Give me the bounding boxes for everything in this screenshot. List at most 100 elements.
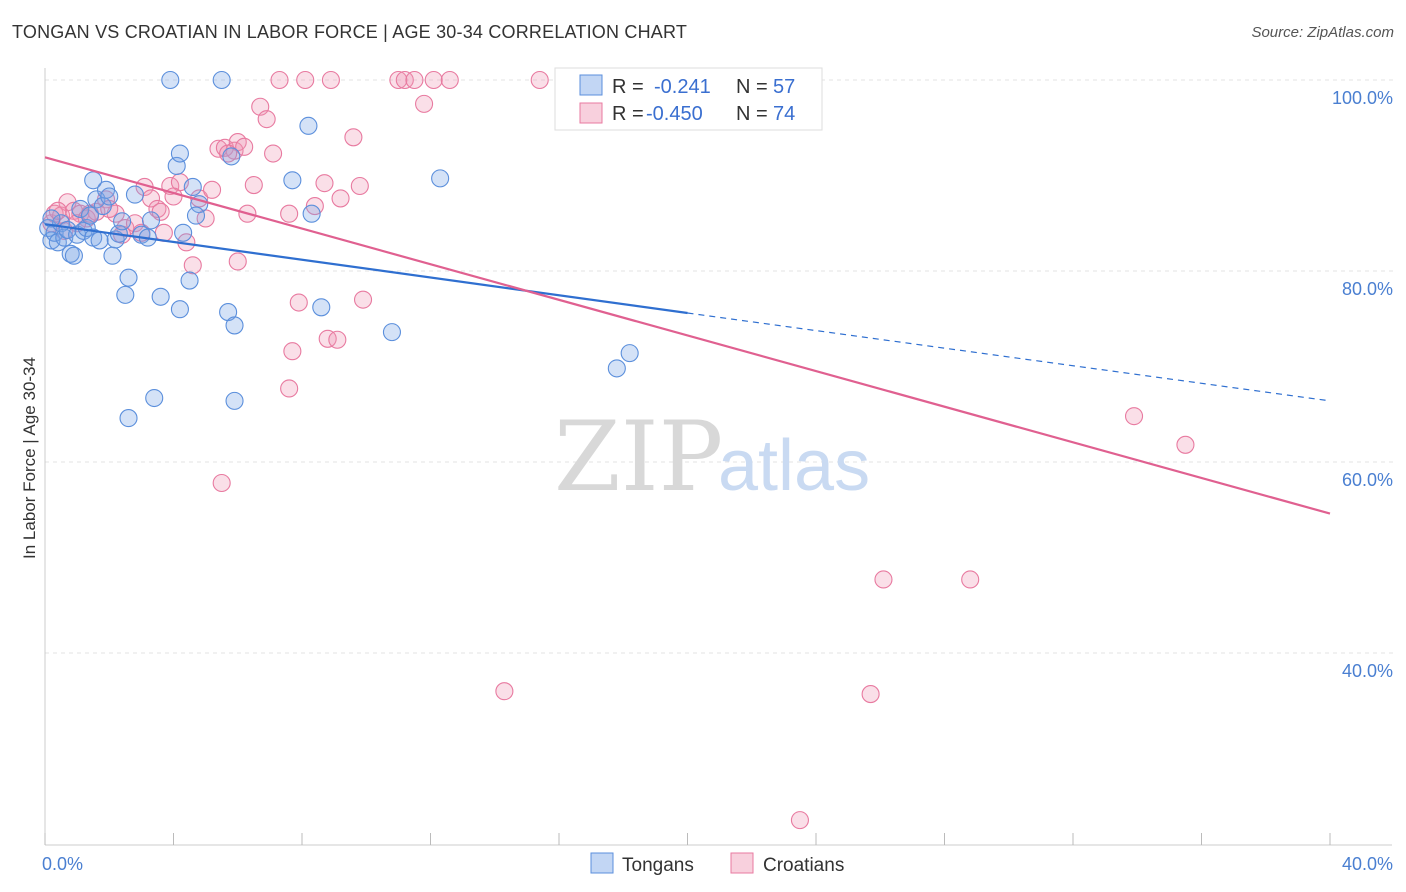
tongans-regression-line	[44, 223, 688, 315]
legend-swatch-croatians	[579, 102, 603, 124]
croatians-point-53	[328, 330, 347, 349]
croatians-point-61	[1124, 407, 1144, 426]
tongans-point-34	[170, 144, 189, 163]
legend-swatch-tongans	[579, 74, 603, 96]
croatians-point-39	[321, 70, 340, 90]
correlation-legend: R = -0.241 N = 57 R = -0.450 N = 74	[554, 67, 823, 131]
tongans-point-25	[116, 285, 135, 304]
tongans-point-39	[222, 147, 241, 166]
legend-n-value-tongans: 57	[773, 76, 795, 98]
regression-lines	[44, 156, 1331, 515]
legend-r-value-tongans: -0.241	[654, 76, 711, 98]
tongans-point-8	[64, 246, 83, 265]
bottom-legend-croatians: Croatians	[763, 855, 844, 876]
legend-r-value-croatians: -0.450	[646, 103, 703, 125]
croatians-point-62	[1176, 435, 1195, 454]
tongans-point-7	[61, 244, 80, 263]
tongans-point-23	[113, 212, 132, 231]
y-tick-label-100: 100.0%	[1332, 88, 1393, 108]
bottom-legend-swatch-croatians	[730, 852, 754, 874]
tongans-point-45	[302, 204, 321, 223]
croatians-point-58	[874, 570, 893, 589]
tongans-point-24	[119, 268, 138, 287]
croatians-point-55	[228, 252, 247, 271]
croatians-point-50	[530, 70, 549, 90]
croatians-point-46	[405, 70, 424, 90]
croatians-point-47	[415, 94, 434, 113]
croatians-point-57	[495, 682, 514, 701]
croatians-point-34	[280, 204, 299, 223]
legend-n-label-croatians: N =	[736, 103, 768, 125]
croatians-point-43	[353, 290, 373, 309]
legend-r-label-tongans: R =	[612, 76, 644, 98]
tongans-point-31	[180, 271, 199, 290]
x-tick-label-max: 40.0%	[1342, 854, 1393, 874]
tongans-point-42	[283, 171, 302, 190]
croatians-point-48	[424, 70, 443, 90]
y-axis-label: In Labor Force | Age 30-34	[20, 357, 39, 559]
croatians-point-29	[244, 176, 263, 195]
croatians-regression-line	[44, 156, 1331, 515]
tongans-point-50	[145, 388, 164, 408]
croatians-point-40	[331, 189, 350, 208]
croatians-point-51	[283, 342, 302, 361]
y-tick-label-60: 60.0%	[1342, 470, 1393, 490]
tongans-point-29	[170, 300, 189, 319]
legend-n-label-tongans: N =	[736, 76, 768, 98]
croatians-point-15	[148, 199, 167, 218]
legend-box	[554, 67, 823, 131]
croatians-point-63	[790, 811, 809, 830]
tongans-point-52	[225, 391, 244, 410]
tongans-point-44	[312, 298, 331, 317]
croatians-point-23	[203, 180, 222, 199]
tongans-point-35	[161, 70, 180, 90]
chart-source: Source: ZipAtlas.com	[1251, 24, 1394, 41]
x-tick-label-min: 0.0%	[42, 854, 83, 874]
bottom-legend-tongans: Tongans	[622, 855, 694, 876]
croatians-point-59	[961, 570, 980, 589]
croatians-point-35	[289, 293, 308, 312]
croatians-point-44	[389, 70, 408, 90]
y-tick-label-80: 80.0%	[1342, 279, 1393, 299]
tongans-point-16	[90, 231, 109, 250]
croatians-point-33	[270, 70, 289, 90]
tongans-point-55	[141, 211, 161, 230]
tongans-point-43	[299, 116, 318, 135]
tongans-point-46	[382, 323, 402, 342]
croatians-point-52	[318, 329, 337, 348]
croatians-point-36	[296, 70, 315, 90]
watermark-atlas: atlas	[718, 426, 870, 506]
tongans-point-54	[125, 185, 144, 204]
croatians-point-56	[212, 473, 231, 493]
croatians-point-45	[395, 70, 414, 90]
tongans-point-38	[186, 206, 206, 225]
croatians-point-38	[315, 174, 334, 193]
croatians-point-42	[350, 176, 369, 196]
croatians-point-60	[861, 685, 880, 704]
croatians-point-31	[257, 110, 276, 129]
tongans-point-41	[225, 316, 244, 335]
tongans-point-13	[80, 206, 100, 225]
tongans-point-30	[174, 223, 193, 242]
watermark: ZIP atlas	[554, 401, 870, 513]
tongans-point-10	[71, 199, 90, 218]
tongans-point-48	[607, 359, 626, 378]
y-tick-label-40: 40.0%	[1342, 661, 1393, 681]
tongans-point-28	[151, 287, 170, 306]
legend-r-label-croatians: R =	[612, 103, 644, 125]
axes	[44, 68, 1392, 846]
tongans-point-36	[212, 70, 231, 90]
tongans-regression-extension	[687, 312, 1331, 402]
tongans-point-56	[42, 209, 61, 228]
tongans-point-51	[119, 409, 138, 428]
chart-title: TONGAN VS CROATIAN IN LABOR FORCE | AGE …	[12, 22, 688, 42]
legend-n-value-croatians: 74	[773, 103, 795, 125]
tongans-point-49	[620, 344, 639, 363]
croatians-point-73	[235, 137, 254, 156]
tongans-point-47	[431, 169, 450, 188]
tongans-point-19	[100, 187, 119, 206]
grid-lines	[45, 79, 1395, 654]
croatians-point-49	[440, 70, 459, 90]
tongans-point-20	[103, 246, 122, 265]
